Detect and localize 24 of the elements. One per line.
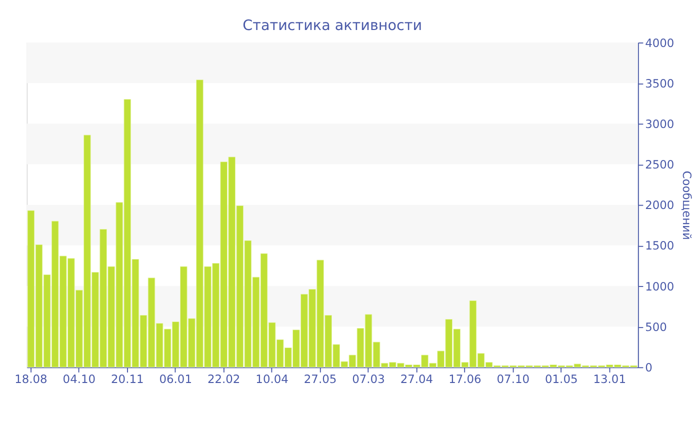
x-tick-label: 01.05 <box>545 372 578 386</box>
x-tick-label: 20.11 <box>111 372 144 386</box>
x-tick-label: 07.10 <box>496 372 530 386</box>
x-tick-label: 04.10 <box>62 372 96 386</box>
x-tick-label: 18.08 <box>14 372 48 386</box>
y-tick-label: 1500 <box>645 238 674 253</box>
chart-title: Статистика активности <box>242 18 422 34</box>
y-tick-label: 3000 <box>645 116 674 131</box>
x-tick-label: 06.01 <box>159 372 192 386</box>
x-tick-label: 10.04 <box>256 372 288 386</box>
x-tick-label: 17.06 <box>448 372 482 386</box>
y-tick-label: 3500 <box>645 76 674 90</box>
y-tick-label: 500 <box>645 320 667 334</box>
x-tick-label: 27.04 <box>400 372 434 386</box>
x-tick-label: 22.02 <box>207 372 240 386</box>
y-tick-label: 2000 <box>645 198 674 212</box>
y-tick-label: 1000 <box>645 279 674 294</box>
y-axis-title: Сообщений <box>680 170 694 240</box>
y-tick-label: 2500 <box>645 158 674 172</box>
x-tick-label: 27.05 <box>304 372 337 386</box>
x-tick-label: 07.03 <box>352 372 385 386</box>
y-tick-label: 0 <box>645 360 652 374</box>
y-tick-label: 4000 <box>645 36 674 50</box>
x-tick-label: 13.01 <box>593 372 626 386</box>
